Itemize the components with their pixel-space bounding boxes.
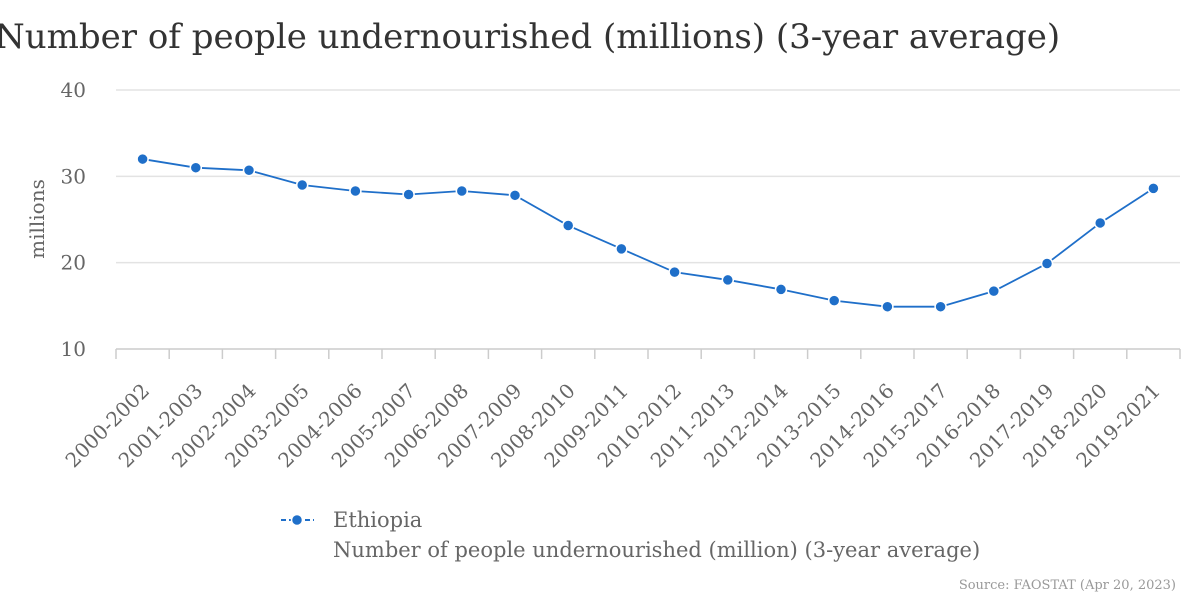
legend-marker [290,513,304,527]
data-point[interactable] [987,284,1001,298]
y-tick-label: 10 [61,337,86,361]
data-point[interactable] [455,184,469,198]
data-point[interactable] [721,273,735,287]
data-point[interactable] [1040,257,1054,270]
data-point[interactable] [774,283,788,296]
grid [116,89,1180,264]
y-axis-title: millions [25,179,49,259]
data-point[interactable] [615,242,628,256]
data-point[interactable] [561,219,575,232]
x-axis: 2000-20022001-20032002-20042003-20052004… [60,348,1181,472]
y-tick-label: 30 [61,164,86,188]
data-point[interactable] [402,188,415,201]
data-point[interactable] [349,184,362,198]
data-point[interactable] [242,164,256,177]
data-point[interactable] [189,161,203,174]
y-axis: 10 20 30 40 [61,78,86,361]
legend-series-name: Ethiopia [333,508,422,532]
data-point[interactable] [881,300,894,313]
series-ethiopia [136,152,1160,313]
source-credit[interactable]: Source: FAOSTAT (Apr 20, 2023) [959,578,1176,593]
y-tick-label: 20 [61,251,86,275]
data-point[interactable] [1093,216,1107,230]
chart-title: Number of people undernourished (million… [0,17,1060,57]
data-point[interactable] [295,178,309,192]
y-tick-label: 40 [61,78,86,102]
data-point[interactable] [508,189,522,202]
legend-series-description: Number of people undernourished (million… [333,538,980,562]
data-point[interactable] [136,152,149,166]
data-point[interactable] [827,294,841,307]
series-line [142,158,1154,308]
data-point[interactable] [1147,182,1160,195]
data-point[interactable] [668,265,681,279]
legend[interactable]: Ethiopia Number of people undernourished… [281,508,980,562]
data-point[interactable] [934,300,947,313]
